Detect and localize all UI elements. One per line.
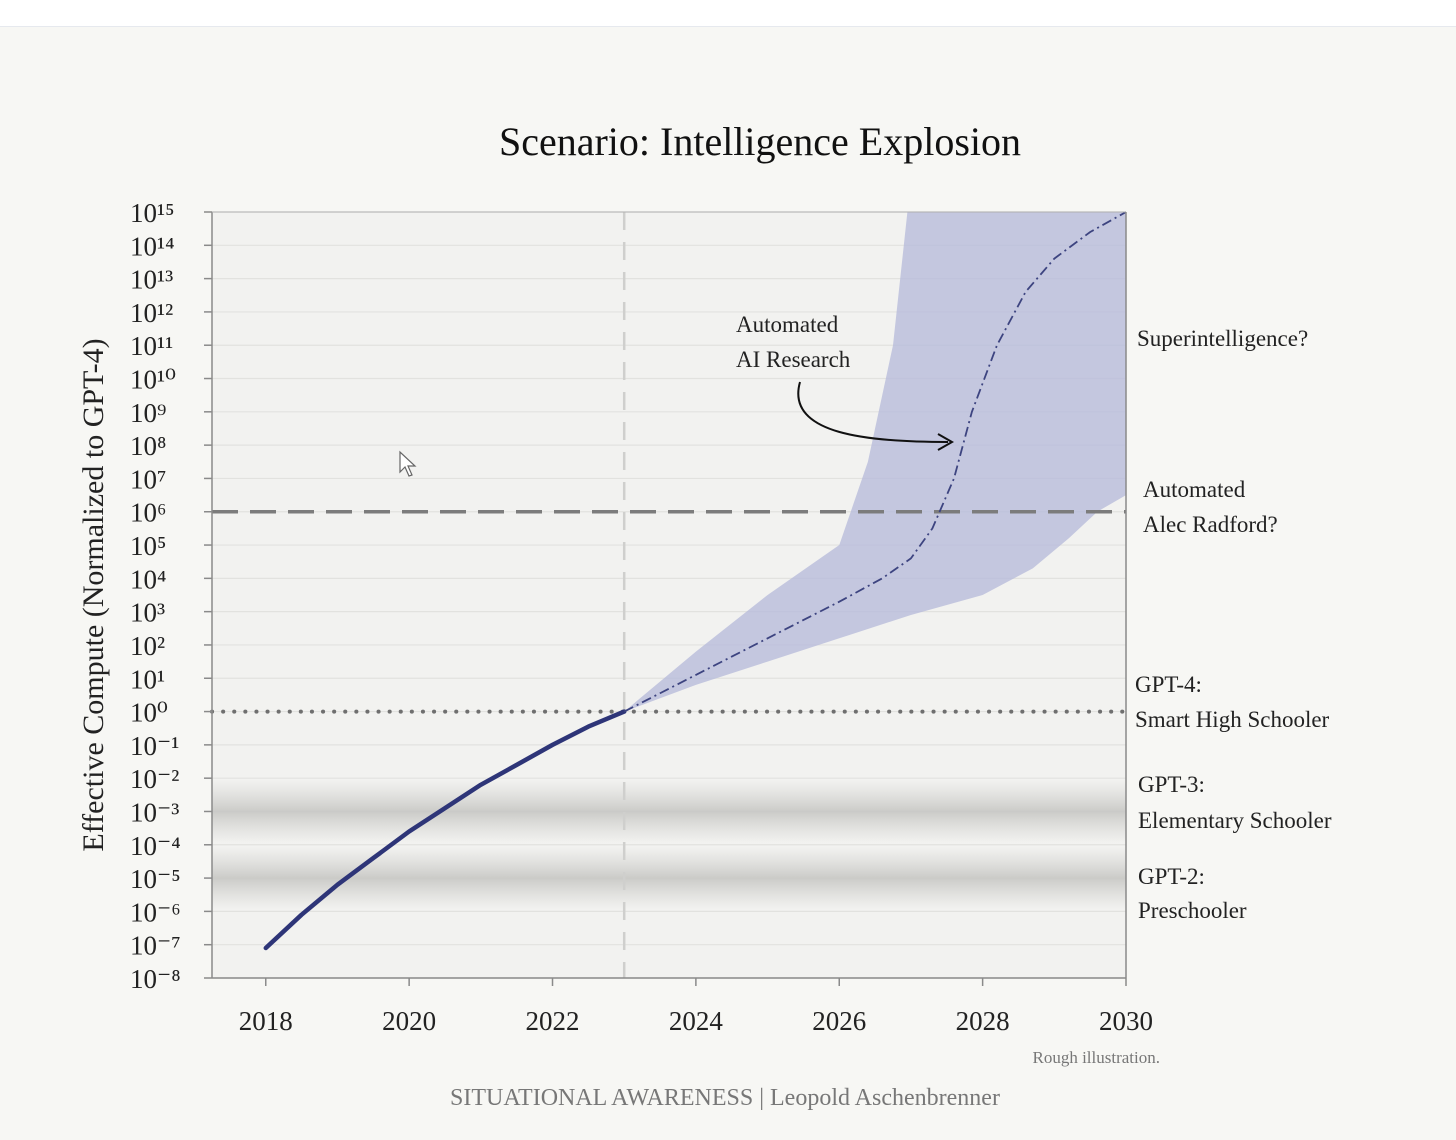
- y-tick-label: 10⁻⁷: [130, 931, 181, 961]
- footer-credit: SITUATIONAL AWARENESS | Leopold Aschenbr…: [450, 1085, 1000, 1111]
- chart-title: Scenario: Intelligence Explosion: [499, 119, 1021, 164]
- y-tick-label: 10¹¹: [130, 331, 173, 361]
- y-tick-label: 10⁷: [130, 464, 166, 494]
- x-tick-label: 2024: [669, 1006, 724, 1036]
- annotation-line-2: AI Research: [736, 347, 851, 372]
- automated-radford-label-line-1: Automated: [1143, 477, 1246, 502]
- y-tick-label: 10¹: [130, 664, 165, 694]
- automated-ai-research-annotation: Automated AI Research: [736, 312, 955, 451]
- y-tick-label: 10¹⁵: [130, 198, 175, 228]
- y-tick-label: 10⁰: [130, 698, 168, 728]
- level-bands: [212, 779, 1126, 910]
- y-tick-label: 10⁵: [130, 531, 166, 561]
- x-tick-label: 2022: [526, 1006, 580, 1036]
- y-tick-label: 10⁻⁵: [130, 864, 181, 894]
- y-axis-title: Effective Compute (Normalized to GPT-4): [77, 338, 110, 851]
- level-band-0: [212, 779, 1126, 844]
- y-tick-label: 10²: [130, 631, 165, 661]
- gpt3-label-line-1: GPT-3:: [1138, 772, 1205, 797]
- y-tick-label: 10¹⁰: [130, 365, 176, 395]
- automated-radford-label-line-2: Alec Radford?: [1143, 512, 1278, 537]
- series-lines: [263, 211, 1127, 951]
- y-tick-label: 10⁻¹: [130, 731, 179, 761]
- y-tick-label: 10⁻⁴: [130, 831, 181, 861]
- x-tick-label: 2030: [1099, 1006, 1153, 1036]
- x-tick-label: 2018: [239, 1006, 293, 1036]
- series-line-0: [263, 709, 627, 951]
- y-tick-label: 10³: [130, 598, 165, 628]
- y-tick-label: 10⁹: [130, 398, 166, 428]
- y-tick-label: 10⁻²: [130, 764, 179, 794]
- x-tick-label: 2028: [956, 1006, 1010, 1036]
- y-tick-label: 10⁻³: [130, 797, 179, 827]
- level-band-1: [212, 846, 1126, 910]
- annotation-arrow: [797, 381, 949, 443]
- gpt3-label-line-2: Elementary Schooler: [1138, 808, 1332, 833]
- y-tick-labels: 10¹⁵10¹⁴10¹³10¹²10¹¹10¹⁰10⁹10⁸10⁷10⁶10⁵1…: [130, 198, 212, 994]
- annotation-arrowhead: [937, 433, 955, 451]
- superintelligence-label: Superintelligence?: [1137, 326, 1308, 351]
- y-tick-label: 10¹³: [130, 265, 173, 295]
- y-tick-label: 10⁴: [130, 564, 166, 594]
- browser-top-bar: [0, 0, 1456, 27]
- series-line-1: [623, 211, 1127, 713]
- y-tick-label: 10⁻⁸: [130, 964, 181, 994]
- y-tick-label: 10⁸: [130, 431, 166, 461]
- y-tick-label: 10⁶: [130, 498, 166, 528]
- x-tick-labels: 2018 2020 2022 2024 2026 2028 2030: [239, 978, 1153, 1036]
- mouse-cursor-icon: [399, 450, 417, 477]
- x-tick-label: 2020: [382, 1006, 436, 1036]
- rough-illustration-note: Rough illustration.: [1033, 1048, 1161, 1067]
- reference-lines: [210, 509, 1128, 714]
- gpt4-label-line-1: GPT-4:: [1135, 672, 1202, 697]
- y-tick-label: 10¹²: [130, 298, 173, 328]
- x-tick-label: 2026: [812, 1006, 866, 1036]
- gpt2-label-line-2: Preschooler: [1138, 898, 1247, 923]
- gpt4-label-line-2: Smart High Schooler: [1135, 707, 1330, 732]
- y-tick-label: 10¹⁴: [130, 231, 175, 261]
- gpt2-label-line-1: GPT-2:: [1138, 864, 1205, 889]
- annotation-line-1: Automated: [736, 312, 839, 337]
- y-tick-label: 10⁻⁶: [130, 897, 181, 927]
